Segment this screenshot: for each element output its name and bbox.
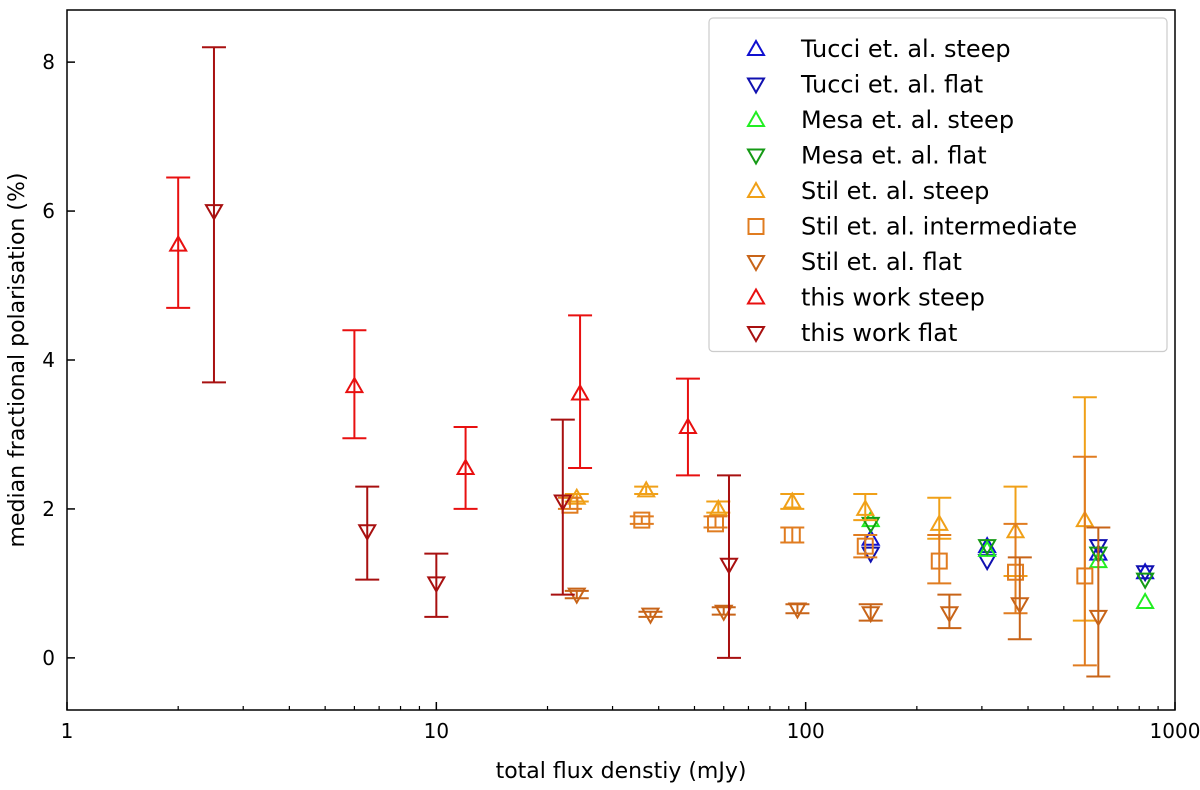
x-tick-label: 10 — [424, 719, 449, 743]
data-point — [855, 498, 875, 516]
x-tick-label: 1 — [61, 719, 74, 743]
legend-label: Mesa et. al. steep — [801, 106, 1014, 134]
legend-entry: Stil et. al. intermediate — [747, 213, 1077, 241]
data-point — [633, 511, 651, 529]
data-point — [783, 526, 801, 544]
legend-label: Mesa et. al. flat — [801, 142, 987, 170]
data-point — [455, 457, 476, 475]
legend-entry: Tucci et. al. flat — [746, 71, 983, 99]
data-point — [570, 383, 590, 401]
legend-label: Stil et. al. intermediate — [801, 213, 1077, 241]
x-tick-label: 1000 — [1150, 719, 1200, 743]
series-4 — [564, 396, 1097, 622]
legend-marker — [746, 255, 766, 273]
axis-ticks: 1 10 100 1000 0 2 4 6 8 — [42, 50, 1200, 743]
data-point — [204, 204, 224, 222]
legend-entry: Stil et. al. flat — [746, 248, 962, 276]
legend-label: this work flat — [801, 319, 957, 347]
y-tick-label: 2 — [42, 497, 55, 521]
x-tick-label: 100 — [787, 719, 825, 743]
data-point — [939, 606, 960, 624]
data-point — [168, 234, 188, 252]
data-point — [782, 491, 803, 509]
data-point — [640, 607, 661, 625]
y-tick-label: 8 — [42, 50, 55, 74]
y-tick-label: 6 — [42, 199, 55, 223]
legend-marker — [747, 218, 765, 235]
x-axis-label: total flux denstiy (mJy) — [496, 759, 747, 784]
y-axis-label: median fractional polarisation (%) — [5, 173, 30, 548]
data-point — [708, 498, 729, 516]
legend-marker — [746, 287, 766, 305]
data-point — [344, 376, 365, 394]
data-point — [930, 552, 948, 570]
data-points — [166, 46, 1155, 678]
y-tick-label: 0 — [42, 646, 55, 670]
legend-entry: Mesa et. al. flat — [746, 142, 987, 170]
series-2 — [860, 510, 1155, 610]
data-point — [636, 480, 656, 498]
series-8 — [201, 46, 741, 659]
legend-marker — [746, 148, 766, 166]
data-point — [860, 606, 881, 624]
y-tick-label: 4 — [42, 348, 55, 372]
data-point — [929, 513, 949, 531]
data-point — [357, 524, 377, 542]
data-point — [678, 417, 698, 435]
legend-entry: this work steep — [746, 284, 985, 312]
data-point — [977, 554, 997, 572]
legend-entry: Stil et. al. steep — [746, 177, 989, 205]
data-point — [1135, 592, 1155, 610]
data-point — [1135, 572, 1155, 590]
data-point — [707, 515, 725, 533]
data-point — [1076, 567, 1094, 585]
legend-label: Stil et. al. flat — [801, 248, 962, 276]
legend-entry: this work flat — [746, 319, 957, 347]
legend-label: this work steep — [801, 284, 985, 312]
legend-marker — [746, 77, 766, 95]
data-point — [714, 604, 734, 622]
data-point — [977, 539, 997, 557]
data-point — [1088, 609, 1109, 627]
data-point — [1010, 597, 1030, 615]
legend-label: Tucci et. al. flat — [800, 71, 983, 99]
legend-label: Stil et. al. steep — [801, 177, 989, 205]
legend-marker — [746, 109, 766, 127]
legend-marker — [746, 180, 766, 198]
legend-entry: Tucci et. al. steep — [746, 35, 1011, 63]
data-point — [856, 537, 874, 555]
legend-label: Tucci et. al. steep — [800, 35, 1011, 63]
legend: Tucci et. al. steep Tucci et. al. flat Mes… — [708, 17, 1168, 353]
legend-marker — [746, 38, 766, 56]
data-point — [719, 557, 739, 575]
data-point — [860, 516, 881, 534]
legend-box — [708, 17, 1168, 353]
data-point — [426, 576, 447, 594]
series-7 — [166, 176, 700, 510]
data-point — [1007, 563, 1025, 581]
legend-marker — [746, 326, 766, 344]
series-6 — [564, 526, 1111, 678]
data-point — [787, 602, 808, 620]
data-point — [553, 494, 573, 512]
legend-entry: Mesa et. al. steep — [746, 106, 1014, 134]
